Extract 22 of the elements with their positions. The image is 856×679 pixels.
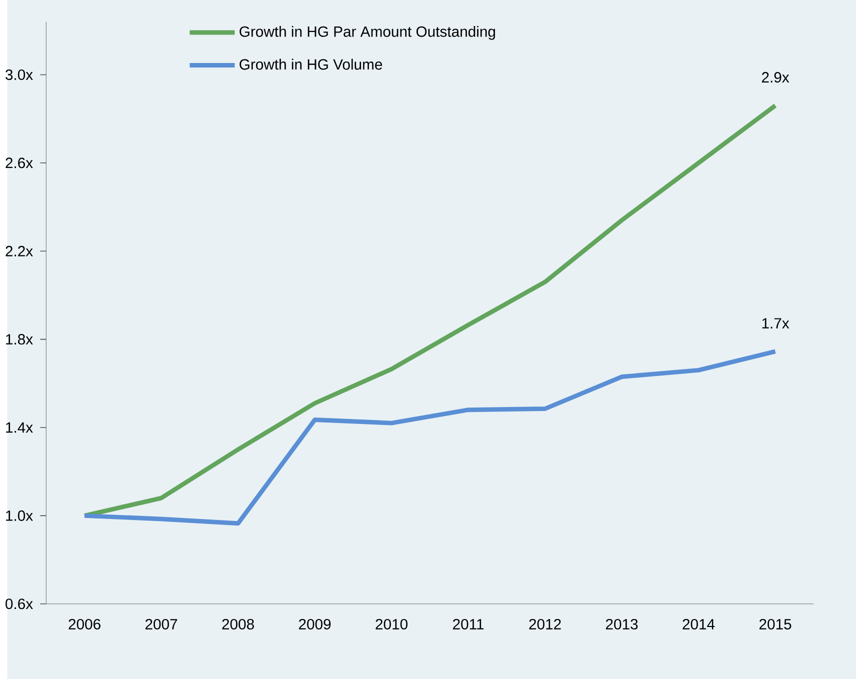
line-series	[82, 349, 778, 526]
y-tick-label: 1.0x	[6, 510, 33, 521]
x-tick-label: 2014	[682, 618, 715, 630]
x-tick-label: 2008	[222, 618, 254, 630]
legend-label: Growth in HG Par Amount Outstanding	[240, 26, 495, 40]
x-tick-label: 2015	[759, 618, 792, 630]
annotation: 2.9x	[762, 72, 790, 82]
x-tick-label: 2010	[376, 618, 408, 630]
y-tick-label: 2.2x	[6, 246, 33, 256]
x-tick-label: 2009	[298, 618, 331, 630]
y-tick-label: 1.4x	[6, 422, 33, 432]
annotation: 1.7x	[762, 318, 790, 328]
x-tick-label: 2013	[606, 618, 638, 630]
x-tick-label: 2006	[68, 618, 100, 630]
y-tick-label: 0.6x	[6, 598, 33, 610]
legend-label: Growth in HG Volume	[240, 58, 382, 70]
x-tick-label: 2012	[529, 618, 561, 630]
y-tick-label: 2.6x	[6, 158, 33, 168]
y-tick-label: 1.8x	[6, 334, 33, 344]
x-tick-label: 2007	[145, 618, 178, 630]
x-tick-label: 2011	[453, 618, 484, 630]
y-tick-label: 3.0x	[6, 69, 33, 80]
